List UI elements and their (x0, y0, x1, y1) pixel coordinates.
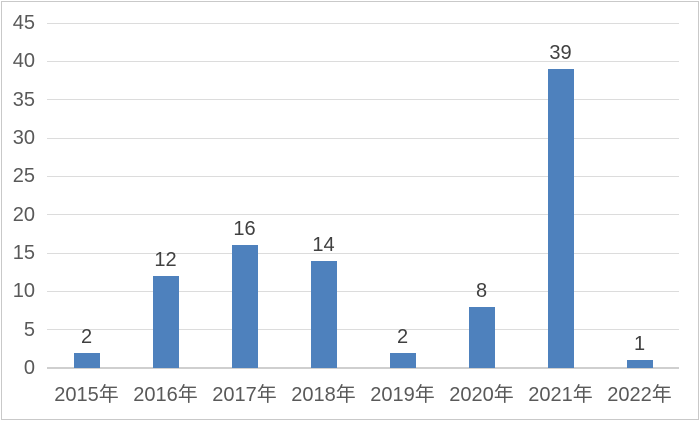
y-tick-label: 0 (23, 357, 35, 379)
bar-value-label: 14 (312, 233, 335, 256)
bar (547, 69, 574, 368)
x-tick-label: 2020年 (449, 384, 514, 406)
bar-value-label: 8 (475, 279, 488, 302)
x-tick-label: 2021年 (528, 384, 593, 406)
y-tick-label: 40 (12, 50, 35, 73)
x-tick-label: 2022年 (607, 384, 672, 406)
x-tick-label: 2019年 (370, 384, 435, 406)
bar (626, 360, 653, 368)
bar-value-label: 12 (154, 249, 177, 271)
x-axis-line (47, 367, 679, 369)
gridline (47, 99, 679, 101)
bar-value-label: 39 (549, 42, 572, 64)
gridline (47, 252, 679, 254)
bar-value-label: 2 (80, 325, 93, 348)
plot-area (47, 22, 679, 369)
y-tick-label: 5 (23, 318, 35, 341)
gridline (47, 60, 679, 62)
bar (152, 276, 179, 368)
x-tick-label: 2018年 (291, 384, 356, 406)
gridline (47, 137, 679, 139)
y-tick-label: 25 (12, 165, 35, 188)
y-tick-label: 10 (12, 280, 35, 303)
x-tick-label: 2017年 (212, 384, 277, 406)
y-tick-label: 15 (12, 242, 35, 264)
bar (231, 245, 258, 368)
gridline (47, 214, 679, 216)
gridline (47, 329, 679, 331)
gridline (47, 290, 679, 292)
bar (468, 306, 495, 368)
bar-value-label: 16 (233, 218, 256, 241)
bar (310, 260, 337, 368)
y-tick-label: 30 (12, 127, 35, 149)
y-tick-label: 35 (12, 88, 35, 111)
y-tick-label: 20 (12, 203, 35, 226)
bar (73, 352, 100, 368)
x-tick-label: 2016年 (133, 384, 198, 406)
x-tick-label: 2015年 (54, 384, 119, 406)
y-tick-label: 45 (12, 12, 35, 34)
gridline (47, 22, 679, 24)
bar-value-label: 2 (396, 325, 409, 348)
gridline (47, 175, 679, 177)
bar (389, 352, 416, 368)
bar-value-label: 1 (633, 333, 646, 356)
